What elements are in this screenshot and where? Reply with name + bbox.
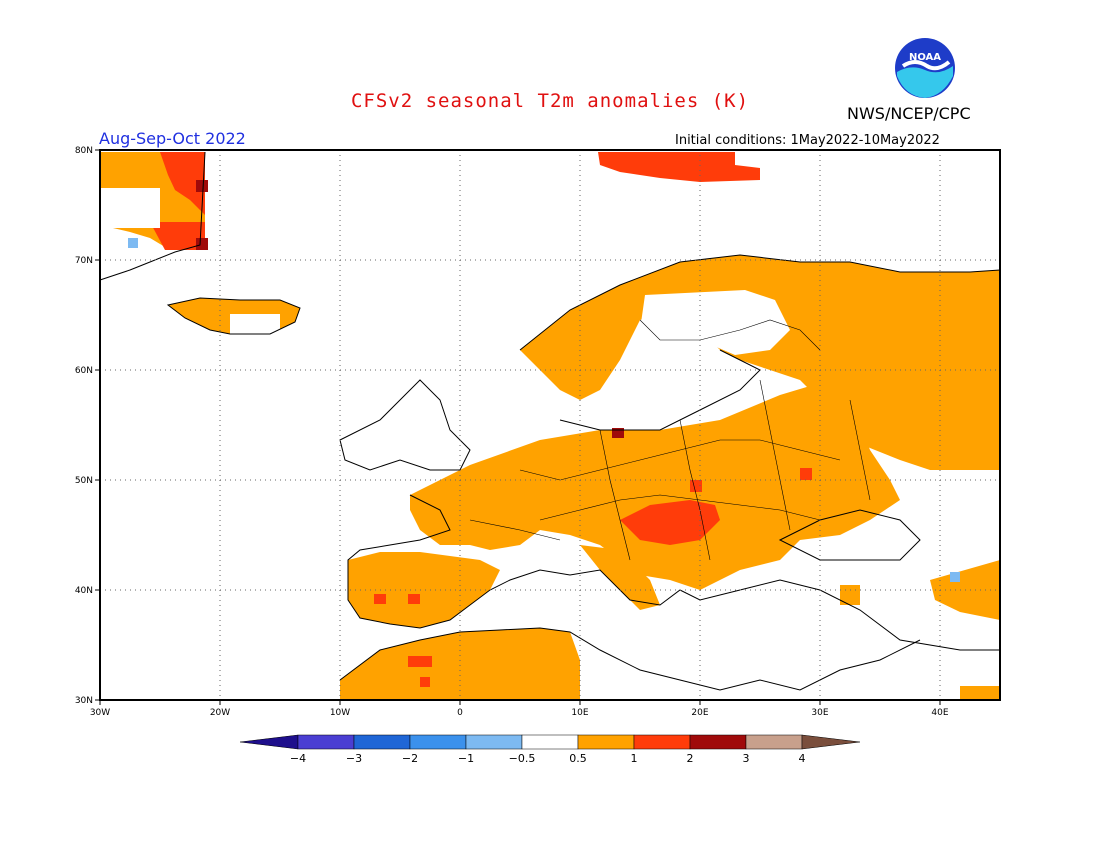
colorbar-segment bbox=[633, 734, 691, 750]
colorbar-tick-label: −2 bbox=[402, 752, 418, 765]
hot-spot-4 bbox=[408, 594, 420, 604]
colorbar-max-arrow bbox=[801, 734, 861, 750]
hot-spot-2 bbox=[800, 468, 812, 480]
hot-spot-5 bbox=[408, 656, 432, 667]
lat-label-70n: 70N bbox=[75, 256, 93, 266]
colorbar-tick-label: 0.5 bbox=[569, 752, 587, 765]
lat-label-30n: 30N bbox=[75, 696, 93, 706]
colorbar-segment bbox=[689, 734, 747, 750]
baltic-coast bbox=[559, 349, 761, 431]
anomaly-fills bbox=[100, 152, 1000, 700]
borders bbox=[469, 319, 871, 561]
greenland-darkred-2 bbox=[196, 238, 208, 250]
agency-label: NWS/NCEP/CPC bbox=[847, 104, 971, 123]
colorbar-tick-label: 3 bbox=[743, 752, 750, 765]
colorbar-tick-label: 2 bbox=[687, 752, 694, 765]
greenland-red-south bbox=[150, 222, 205, 250]
colorbar-tick-label: 1 bbox=[631, 752, 638, 765]
colorbar-tick-label: −3 bbox=[346, 752, 362, 765]
svalbard-warm bbox=[598, 152, 760, 182]
lon-label-0: 0 bbox=[457, 708, 463, 718]
noaa-logo: NOAA bbox=[895, 38, 955, 98]
southeast-warm bbox=[960, 686, 1000, 700]
colorbar-min-arrow bbox=[239, 734, 299, 750]
greenland-red bbox=[160, 152, 205, 215]
colorbar-segment bbox=[465, 734, 523, 750]
lon-label-20e: 20E bbox=[691, 708, 708, 718]
greenland-darkred-1 bbox=[196, 180, 208, 192]
europe-warm bbox=[410, 380, 900, 590]
lon-label-20w: 20W bbox=[210, 708, 230, 718]
iceland-white bbox=[230, 314, 280, 334]
lat-labels: 80N 70N 60N 50N 40N 30N bbox=[75, 146, 93, 706]
lon-label-30e: 30E bbox=[811, 708, 828, 718]
colorbar-tick-label: −0.5 bbox=[509, 752, 536, 765]
scandinavia-coast bbox=[519, 254, 1001, 351]
colorbar-segment bbox=[745, 734, 803, 750]
greenland-white bbox=[100, 188, 160, 228]
initial-conditions-label: Initial conditions: 1May2022-10May2022 bbox=[675, 133, 940, 148]
lon-label-40e: 40E bbox=[931, 708, 948, 718]
italy-warm bbox=[580, 545, 660, 610]
north-africa-warm bbox=[340, 628, 580, 700]
tick-marks bbox=[95, 149, 941, 705]
colorbar-segment bbox=[521, 734, 579, 750]
colorbar-segment bbox=[409, 734, 467, 750]
chart-title: CFSv2 seasonal T2m anomalies (K) bbox=[350, 90, 750, 112]
season-label: Aug-Sep-Oct 2022 bbox=[99, 129, 246, 148]
turkey-cool-spot bbox=[950, 572, 960, 582]
colorbar-tick-label: −4 bbox=[290, 752, 306, 765]
lon-label-10e: 10E bbox=[571, 708, 588, 718]
greenland-cool-spot bbox=[128, 238, 138, 248]
lat-label-50n: 50N bbox=[75, 476, 93, 486]
map-frame bbox=[99, 149, 1001, 701]
british-isles bbox=[339, 379, 471, 471]
greenland-coast bbox=[99, 151, 206, 281]
colorbar-segment bbox=[353, 734, 411, 750]
iceland-coast bbox=[166, 297, 301, 335]
hot-spot-3 bbox=[374, 594, 386, 604]
hot-spot-6 bbox=[420, 677, 430, 687]
gridlines bbox=[100, 150, 1000, 700]
colorbar-segment bbox=[297, 734, 355, 750]
lon-labels: 30W 20W 10W 0 10E 20E 30E 40E bbox=[90, 708, 949, 718]
scandinavia-white bbox=[640, 290, 790, 355]
colorbar-tick-label: −1 bbox=[458, 752, 474, 765]
europe-coast bbox=[347, 494, 1000, 651]
logo-text: NOAA bbox=[909, 52, 941, 63]
lat-label-80n: 80N bbox=[75, 146, 93, 156]
colorbar: −4 −3 −2 −1 −0.5 0.5 1 2 3 4 bbox=[239, 734, 861, 765]
central-europe-hot bbox=[620, 500, 720, 545]
scandinavia-warm bbox=[520, 255, 1000, 470]
lat-label-40n: 40N bbox=[75, 586, 93, 596]
black-sea bbox=[778, 509, 921, 561]
iberia-warm bbox=[348, 552, 500, 628]
lon-label-10w: 10W bbox=[330, 708, 350, 718]
colorbar-tick-label: 4 bbox=[799, 752, 806, 765]
lat-label-60n: 60N bbox=[75, 366, 93, 376]
colorbar-segment bbox=[577, 734, 635, 750]
lon-label-30w: 30W bbox=[90, 708, 110, 718]
darkred-spot-1 bbox=[612, 428, 624, 438]
